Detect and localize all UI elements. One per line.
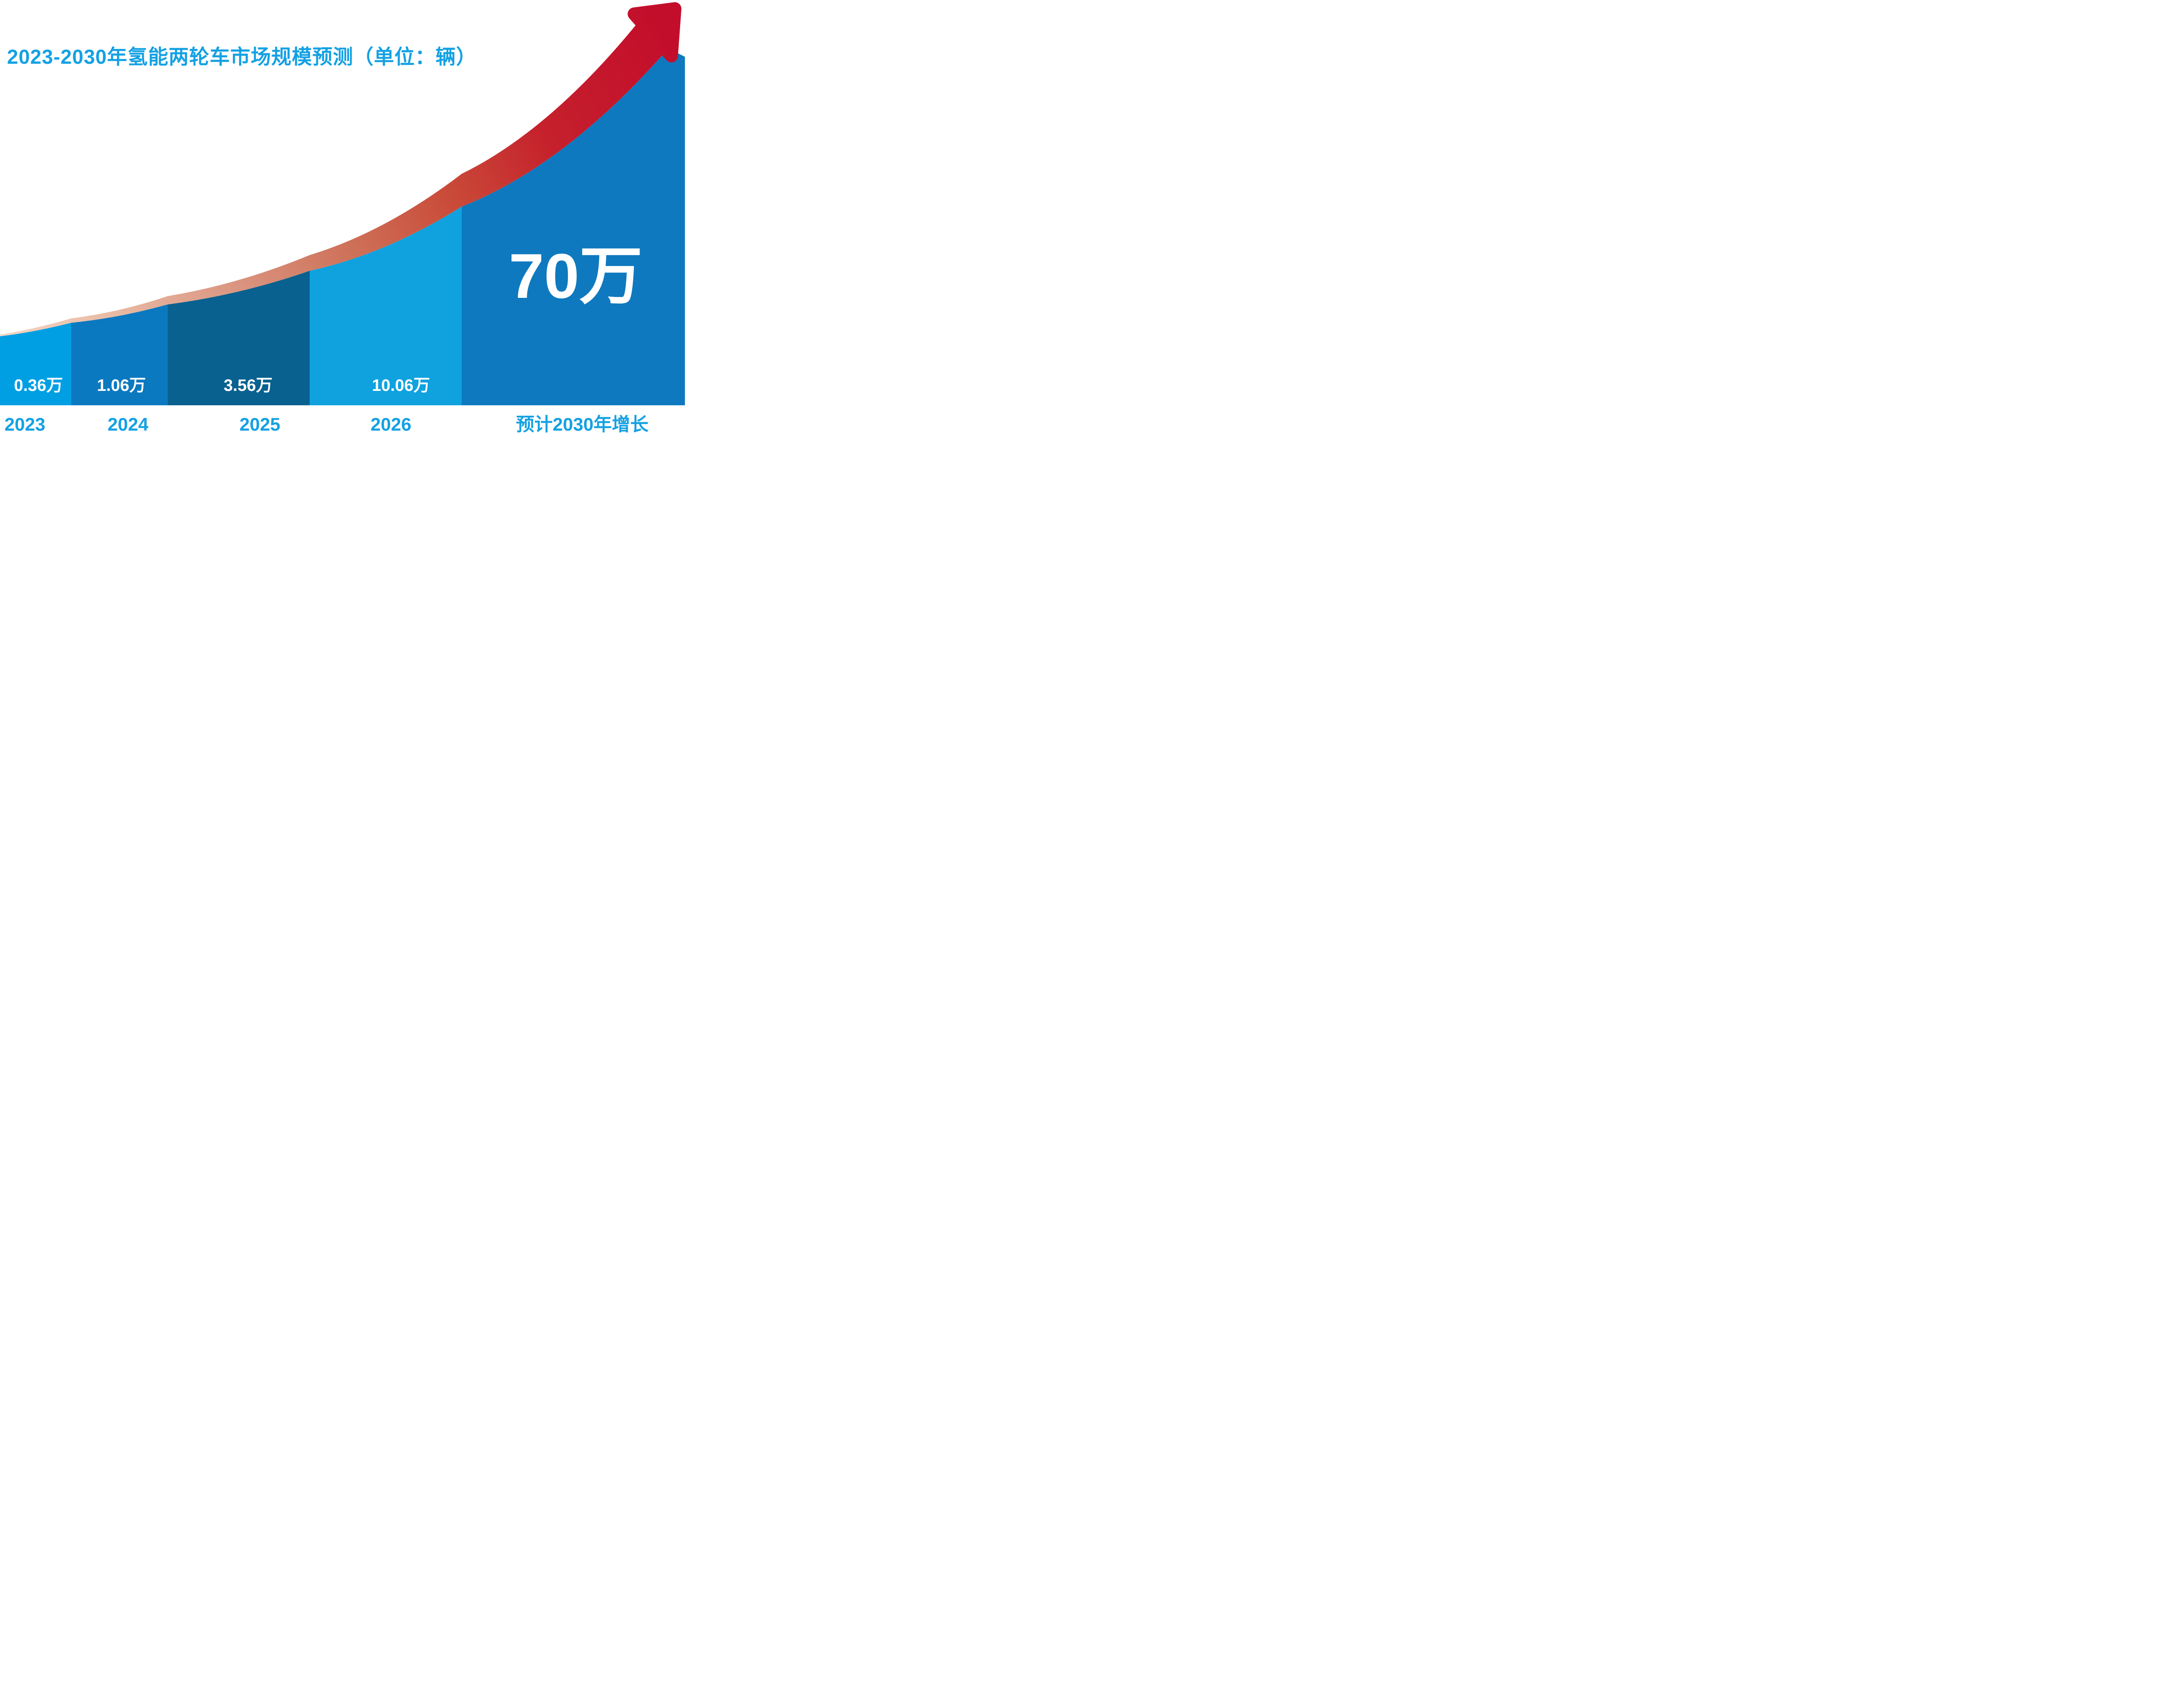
value-label-2025: 3.56万	[224, 376, 273, 395]
growth-chart-svg: 0.36万 1.06万 3.56万 10.06万 70万 2023 2024 2…	[0, 2, 685, 435]
bar-2025	[168, 271, 310, 405]
value-label-2026: 10.06万	[372, 376, 430, 395]
value-label-2024: 1.06万	[97, 376, 146, 395]
chart-title: 2023-2030年氢能两轮车市场规模预测（单位：辆）	[7, 45, 477, 68]
value-labels: 0.36万 1.06万 3.56万 10.06万 70万	[14, 241, 643, 395]
trend-arrow-head-icon	[628, 2, 681, 62]
x-axis-label-2025: 2025	[239, 414, 280, 435]
bar-2024	[71, 304, 168, 405]
value-label-2023: 0.36万	[14, 376, 63, 395]
bar-2026	[310, 207, 462, 405]
chart-canvas: 2023-2030年氢能两轮车市场规模预测（单位：辆）	[0, 0, 685, 435]
bar-2023	[0, 323, 71, 405]
bar-group	[0, 48, 685, 405]
x-axis-labels: 2023 2024 2025 2026 预计2030年增长	[4, 414, 648, 435]
bar-2030	[462, 48, 685, 405]
x-axis-label-2030-forecast: 预计2030年增长	[516, 414, 648, 435]
value-label-2030: 70万	[509, 241, 643, 311]
x-axis-label-2026: 2026	[370, 414, 411, 435]
x-axis-label-2024: 2024	[107, 414, 149, 435]
x-axis-label-2023: 2023	[4, 414, 45, 435]
